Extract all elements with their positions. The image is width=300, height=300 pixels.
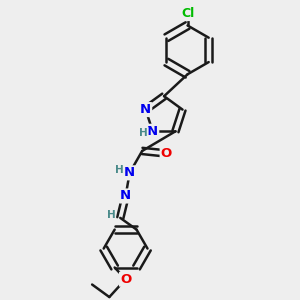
Text: H: H (139, 128, 148, 138)
Text: Cl: Cl (181, 7, 194, 20)
Text: H: H (106, 210, 115, 220)
Text: N: N (120, 190, 131, 202)
Text: N: N (124, 166, 135, 179)
Text: O: O (160, 147, 172, 160)
Text: N: N (147, 125, 158, 138)
Text: O: O (120, 273, 131, 286)
Text: H: H (115, 165, 124, 175)
Text: N: N (140, 103, 151, 116)
